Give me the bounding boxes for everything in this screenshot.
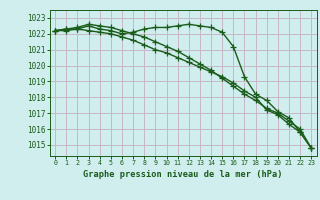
X-axis label: Graphe pression niveau de la mer (hPa): Graphe pression niveau de la mer (hPa)	[84, 170, 283, 179]
